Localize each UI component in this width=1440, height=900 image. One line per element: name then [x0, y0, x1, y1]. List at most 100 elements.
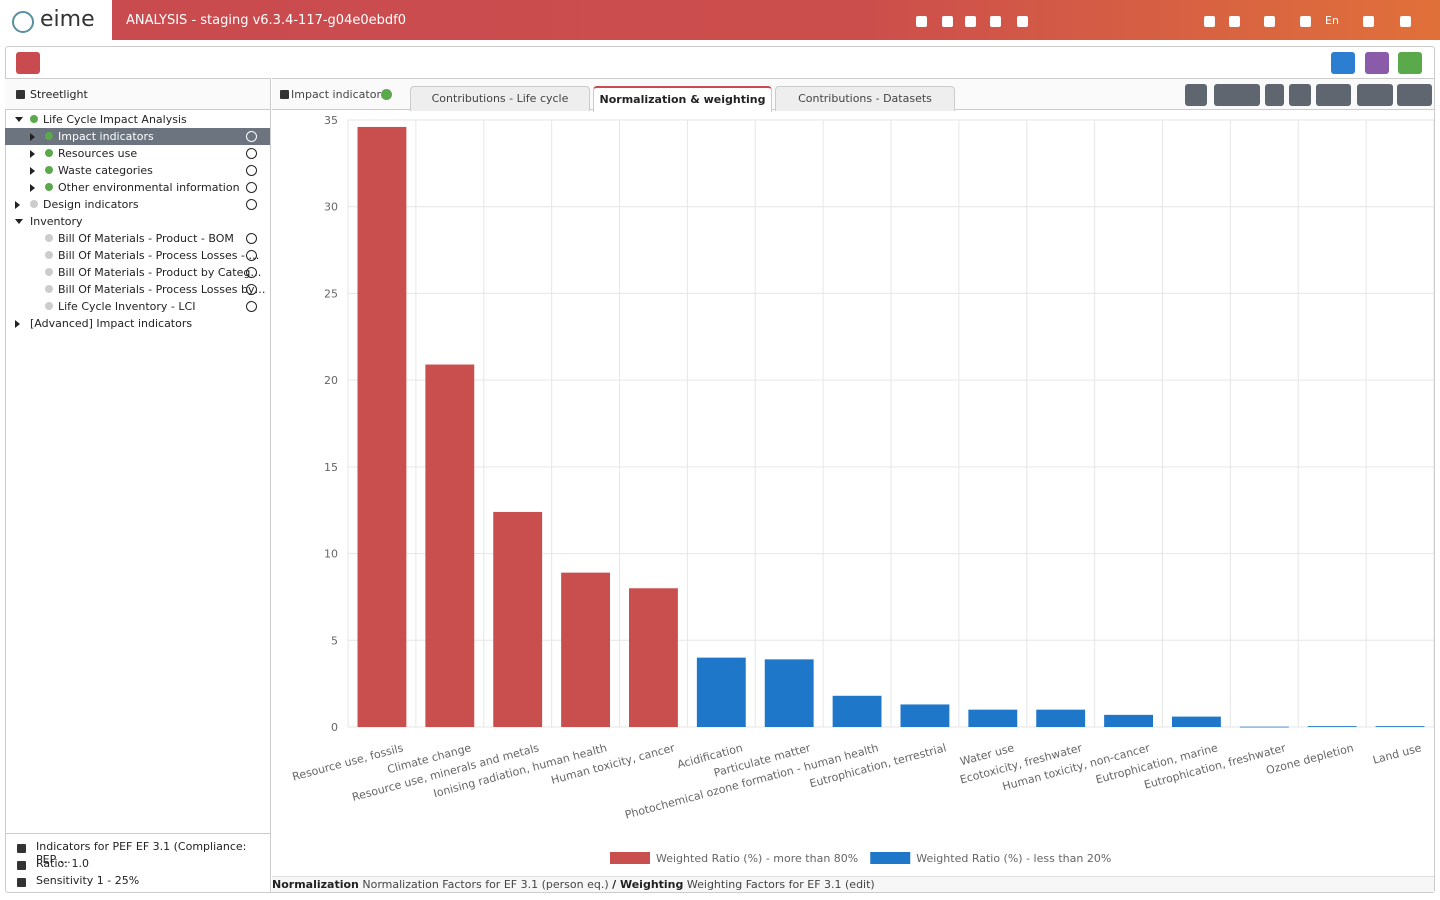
news-icon[interactable]	[1204, 16, 1215, 27]
user-menu[interactable]	[1400, 16, 1411, 27]
bar	[1375, 726, 1425, 727]
legend-label: Weighted Ratio (%) - less than 20%	[916, 852, 1111, 865]
cube-icon	[17, 861, 26, 870]
zoom-buttons[interactable]	[1214, 84, 1260, 106]
mail-icon[interactable]	[1300, 16, 1311, 27]
logo-text: eime	[40, 7, 95, 32]
caret[interactable]	[30, 133, 35, 141]
database-icon[interactable]	[965, 16, 976, 27]
info-button[interactable]	[1265, 84, 1284, 106]
app-title: ANALYSIS - staging v6.3.4-117-g04e0ebdf0	[126, 13, 406, 28]
legend-swatch	[870, 852, 911, 864]
indicator-set[interactable]: Indicators for PEF EF 3.1 (Compliance: P…	[36, 840, 247, 866]
inbox-menu[interactable]	[1363, 16, 1374, 27]
caret[interactable]	[30, 184, 35, 192]
tree-item[interactable]: [Advanced] Impact indicators	[5, 315, 270, 332]
tree-item[interactable]: Resources use	[5, 145, 270, 162]
bar	[1239, 726, 1289, 728]
sidebar-header: Streetlight	[5, 79, 270, 110]
docs-menu[interactable]	[1229, 16, 1240, 27]
home-icon[interactable]	[916, 16, 927, 27]
header: eime ANALYSIS - staging v6.3.4-117-g04e0…	[0, 0, 1440, 40]
run-button[interactable]	[246, 131, 257, 142]
status-dot	[45, 183, 53, 191]
tab-active[interactable]: Normalization & weighting	[593, 86, 772, 112]
sidebar-title: Streetlight	[30, 88, 88, 101]
tree-item[interactable]: Bill Of Materials - Process Losses by…	[5, 281, 270, 298]
tree-item[interactable]: Waste categories	[5, 162, 270, 179]
caret[interactable]	[30, 167, 35, 175]
weighting[interactable]: Weighting Factors for EF 3.1 (edit)	[686, 878, 875, 891]
tab-bar: Impact indicators Contributions - Life c…	[272, 78, 1434, 112]
tree-item[interactable]: Other environmental information	[5, 179, 270, 196]
y-tick-label: 30	[324, 201, 338, 214]
run-button[interactable]	[246, 148, 257, 159]
menu-button[interactable]	[16, 52, 40, 74]
normalization[interactable]: Normalization Factors for EF 3.1 (person…	[362, 878, 609, 891]
tree-item[interactable]: Design indicators	[5, 196, 270, 213]
tree-item[interactable]: Inventory	[5, 213, 270, 230]
bar	[357, 126, 407, 728]
tree-label: Bill Of Materials - Process Losses by…	[58, 283, 266, 296]
caret[interactable]	[15, 219, 23, 224]
caret[interactable]	[15, 320, 20, 328]
tab[interactable]: Contributions - Datasets	[775, 86, 955, 111]
structure-button[interactable]	[1331, 52, 1355, 74]
legend-swatch	[610, 852, 650, 864]
status-dot	[30, 115, 38, 123]
sidebar: Streetlight Life Cycle Impact Analysis Im…	[5, 78, 271, 892]
run-button[interactable]	[246, 301, 257, 312]
cube-icon	[16, 90, 25, 99]
fullscreen-button[interactable]	[1185, 84, 1207, 106]
tree-label: Bill Of Materials - Product - BOM	[58, 232, 234, 245]
tree-item[interactable]: Impact indicators	[5, 128, 270, 145]
tree-item[interactable]: Life Cycle Impact Analysis	[5, 111, 270, 128]
check-icon	[381, 89, 392, 100]
caret[interactable]	[30, 150, 35, 158]
run-button[interactable]	[246, 267, 257, 278]
sqrt-icon	[17, 878, 26, 887]
logo[interactable]: eime	[0, 0, 112, 40]
tree-label: Life Cycle Inventory - LCI	[58, 300, 196, 313]
caret[interactable]	[15, 201, 20, 209]
download-button[interactable]	[1289, 84, 1311, 106]
tree-label: Waste categories	[58, 164, 153, 177]
run-button[interactable]	[246, 165, 257, 176]
bar	[425, 364, 475, 727]
language-menu[interactable]: En	[1325, 14, 1339, 27]
save-button[interactable]	[1398, 52, 1422, 74]
tree-item[interactable]: Bill Of Materials - Product - BOM	[5, 230, 270, 247]
archive-icon[interactable]	[942, 16, 953, 27]
table-menu[interactable]	[1397, 84, 1432, 106]
announce-icon[interactable]	[1017, 16, 1028, 27]
axis-menu[interactable]	[1316, 84, 1351, 106]
run-button[interactable]	[246, 284, 257, 295]
tree-label: Inventory	[30, 215, 83, 228]
normalization-label: Normalization	[272, 878, 359, 891]
run-button[interactable]	[246, 182, 257, 193]
run-button[interactable]	[246, 250, 257, 261]
y-tick-label: 15	[324, 461, 338, 474]
status-dot	[45, 166, 53, 174]
run-button[interactable]	[246, 233, 257, 244]
ratio: Ratio: 1.0	[36, 857, 89, 870]
legend-item[interactable]: Weighted Ratio (%) - less than 20%	[870, 852, 1111, 865]
tree-item[interactable]: Life Cycle Inventory - LCI	[5, 298, 270, 315]
status-dot	[45, 234, 53, 242]
run-button[interactable]	[246, 199, 257, 210]
tree-item[interactable]: Bill Of Materials - Process Losses - …	[5, 247, 270, 264]
caret[interactable]	[15, 117, 23, 122]
tree-label: Life Cycle Impact Analysis	[43, 113, 187, 126]
layers-menu[interactable]	[1357, 84, 1393, 106]
legend-item[interactable]: Weighted Ratio (%) - more than 80%	[610, 852, 858, 865]
status-dot	[45, 149, 53, 157]
bug-menu[interactable]	[1264, 16, 1275, 27]
compare-button[interactable]	[1365, 52, 1389, 74]
status-bar: Normalization Normalization Factors for …	[272, 876, 1434, 892]
logo-icon	[12, 11, 34, 33]
users-icon[interactable]	[990, 16, 1001, 27]
tree-item[interactable]: Bill Of Materials - Product by Categ…	[5, 264, 270, 281]
status-dot	[45, 268, 53, 276]
tab[interactable]: Contributions - Life cycle	[410, 86, 590, 111]
